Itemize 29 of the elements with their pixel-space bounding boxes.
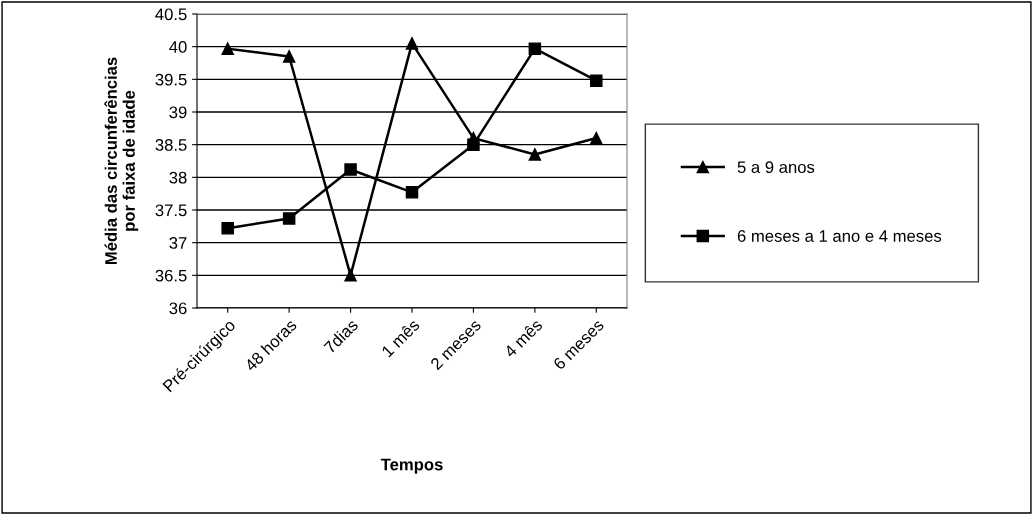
point [282,50,296,63]
x-tick-label: 4 mês [503,318,544,359]
y-tick-label: 38 [169,171,187,184]
x-axis-title: Tempos [380,458,443,474]
point [405,186,419,199]
point [344,269,357,282]
y-axis-title: Média das circunferências por faixa de idade [104,57,139,265]
y-tick-label: 37 [169,237,187,249]
point [344,163,357,176]
point [221,42,234,55]
y-tick-label: 37.5 [155,204,187,217]
y-tick-label: 39 [169,106,187,119]
point [405,37,419,50]
y-tick-label: 36 [169,302,187,315]
y-tick-label: 39.5 [155,73,187,86]
y-tick-label: 40 [169,41,187,53]
y-tick-label: 38.5 [155,139,187,151]
point [528,148,542,161]
point [221,222,234,235]
point [590,74,603,87]
legend-label: 5 a 9 anos [737,161,815,174]
point [282,212,296,225]
point [528,42,542,55]
legend-label: 6 meses a 1 ano e 4 meses [737,230,942,242]
point [590,131,603,145]
y-tick-label: 36.5 [155,269,187,282]
point [467,131,480,145]
x-tick-label: 1 mês [380,318,421,358]
y-tick-label: 40.5 [155,8,187,21]
